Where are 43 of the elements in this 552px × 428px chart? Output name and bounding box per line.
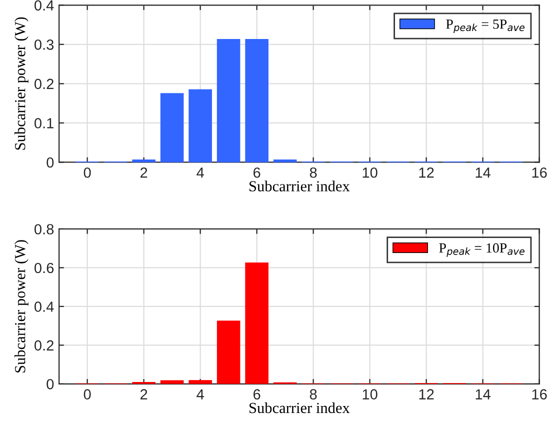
y-tick-label: 0.2 (34, 78, 54, 90)
x-tick-label: 2 (140, 167, 148, 178)
x-tick-label: 4 (196, 168, 204, 178)
legend-label: P$_{peak}$ = 5P$_{ave}$ (446, 20, 525, 33)
x-axis-title: Subcarrier index (250, 180, 350, 192)
x-tick-label: 6 (253, 167, 260, 178)
y-axis-title: Subcarrier power (W) (14, 17, 28, 150)
x-tick-label: 14 (476, 389, 490, 400)
bar (273, 160, 297, 162)
bar (245, 262, 268, 384)
y-axis-title: Subcarrier power (W) (14, 240, 28, 372)
bar (188, 380, 212, 384)
x-axis-title: Subcarrier index (250, 402, 350, 414)
y-tick-label: 0 (46, 157, 54, 168)
x-tick-label: 4 (196, 389, 204, 400)
x-tick-label: 12 (419, 389, 434, 400)
x-tick-label: 14 (476, 168, 490, 178)
x-tick-label: 6 (253, 389, 260, 400)
y-tick-label: 0 (46, 379, 54, 390)
bar (188, 89, 212, 162)
x-tick-label: 0 (84, 167, 91, 178)
x-tick-label: 16 (532, 389, 547, 400)
y-tick-label: 0.1 (34, 118, 54, 128)
bar (160, 93, 184, 162)
bar (216, 38, 240, 162)
y-tick-label: 0.2 (34, 340, 54, 351)
y-tick-label: 0.8 (34, 224, 54, 234)
y-tick-label: 0.4 (34, 0, 54, 11)
y-tick-label: 0.3 (34, 40, 54, 50)
legend-label: P$_{peak}$ = 10P$_{ave}$ (439, 243, 525, 257)
bar (245, 38, 268, 162)
x-tick-label: 2 (140, 389, 148, 400)
x-tick-label: 8 (310, 167, 317, 178)
bar (216, 320, 240, 384)
x-tick-label: 0 (84, 389, 91, 400)
x-tick-label: 8 (310, 389, 317, 400)
x-tick-label: 12 (419, 167, 434, 178)
y-tick-label: 0.6 (34, 262, 54, 274)
bar (132, 160, 156, 162)
x-tick-label: 16 (532, 167, 547, 178)
x-tick-label: 10 (362, 167, 378, 178)
y-tick-label: 0.4 (34, 302, 54, 312)
x-tick-label: 10 (362, 389, 378, 400)
